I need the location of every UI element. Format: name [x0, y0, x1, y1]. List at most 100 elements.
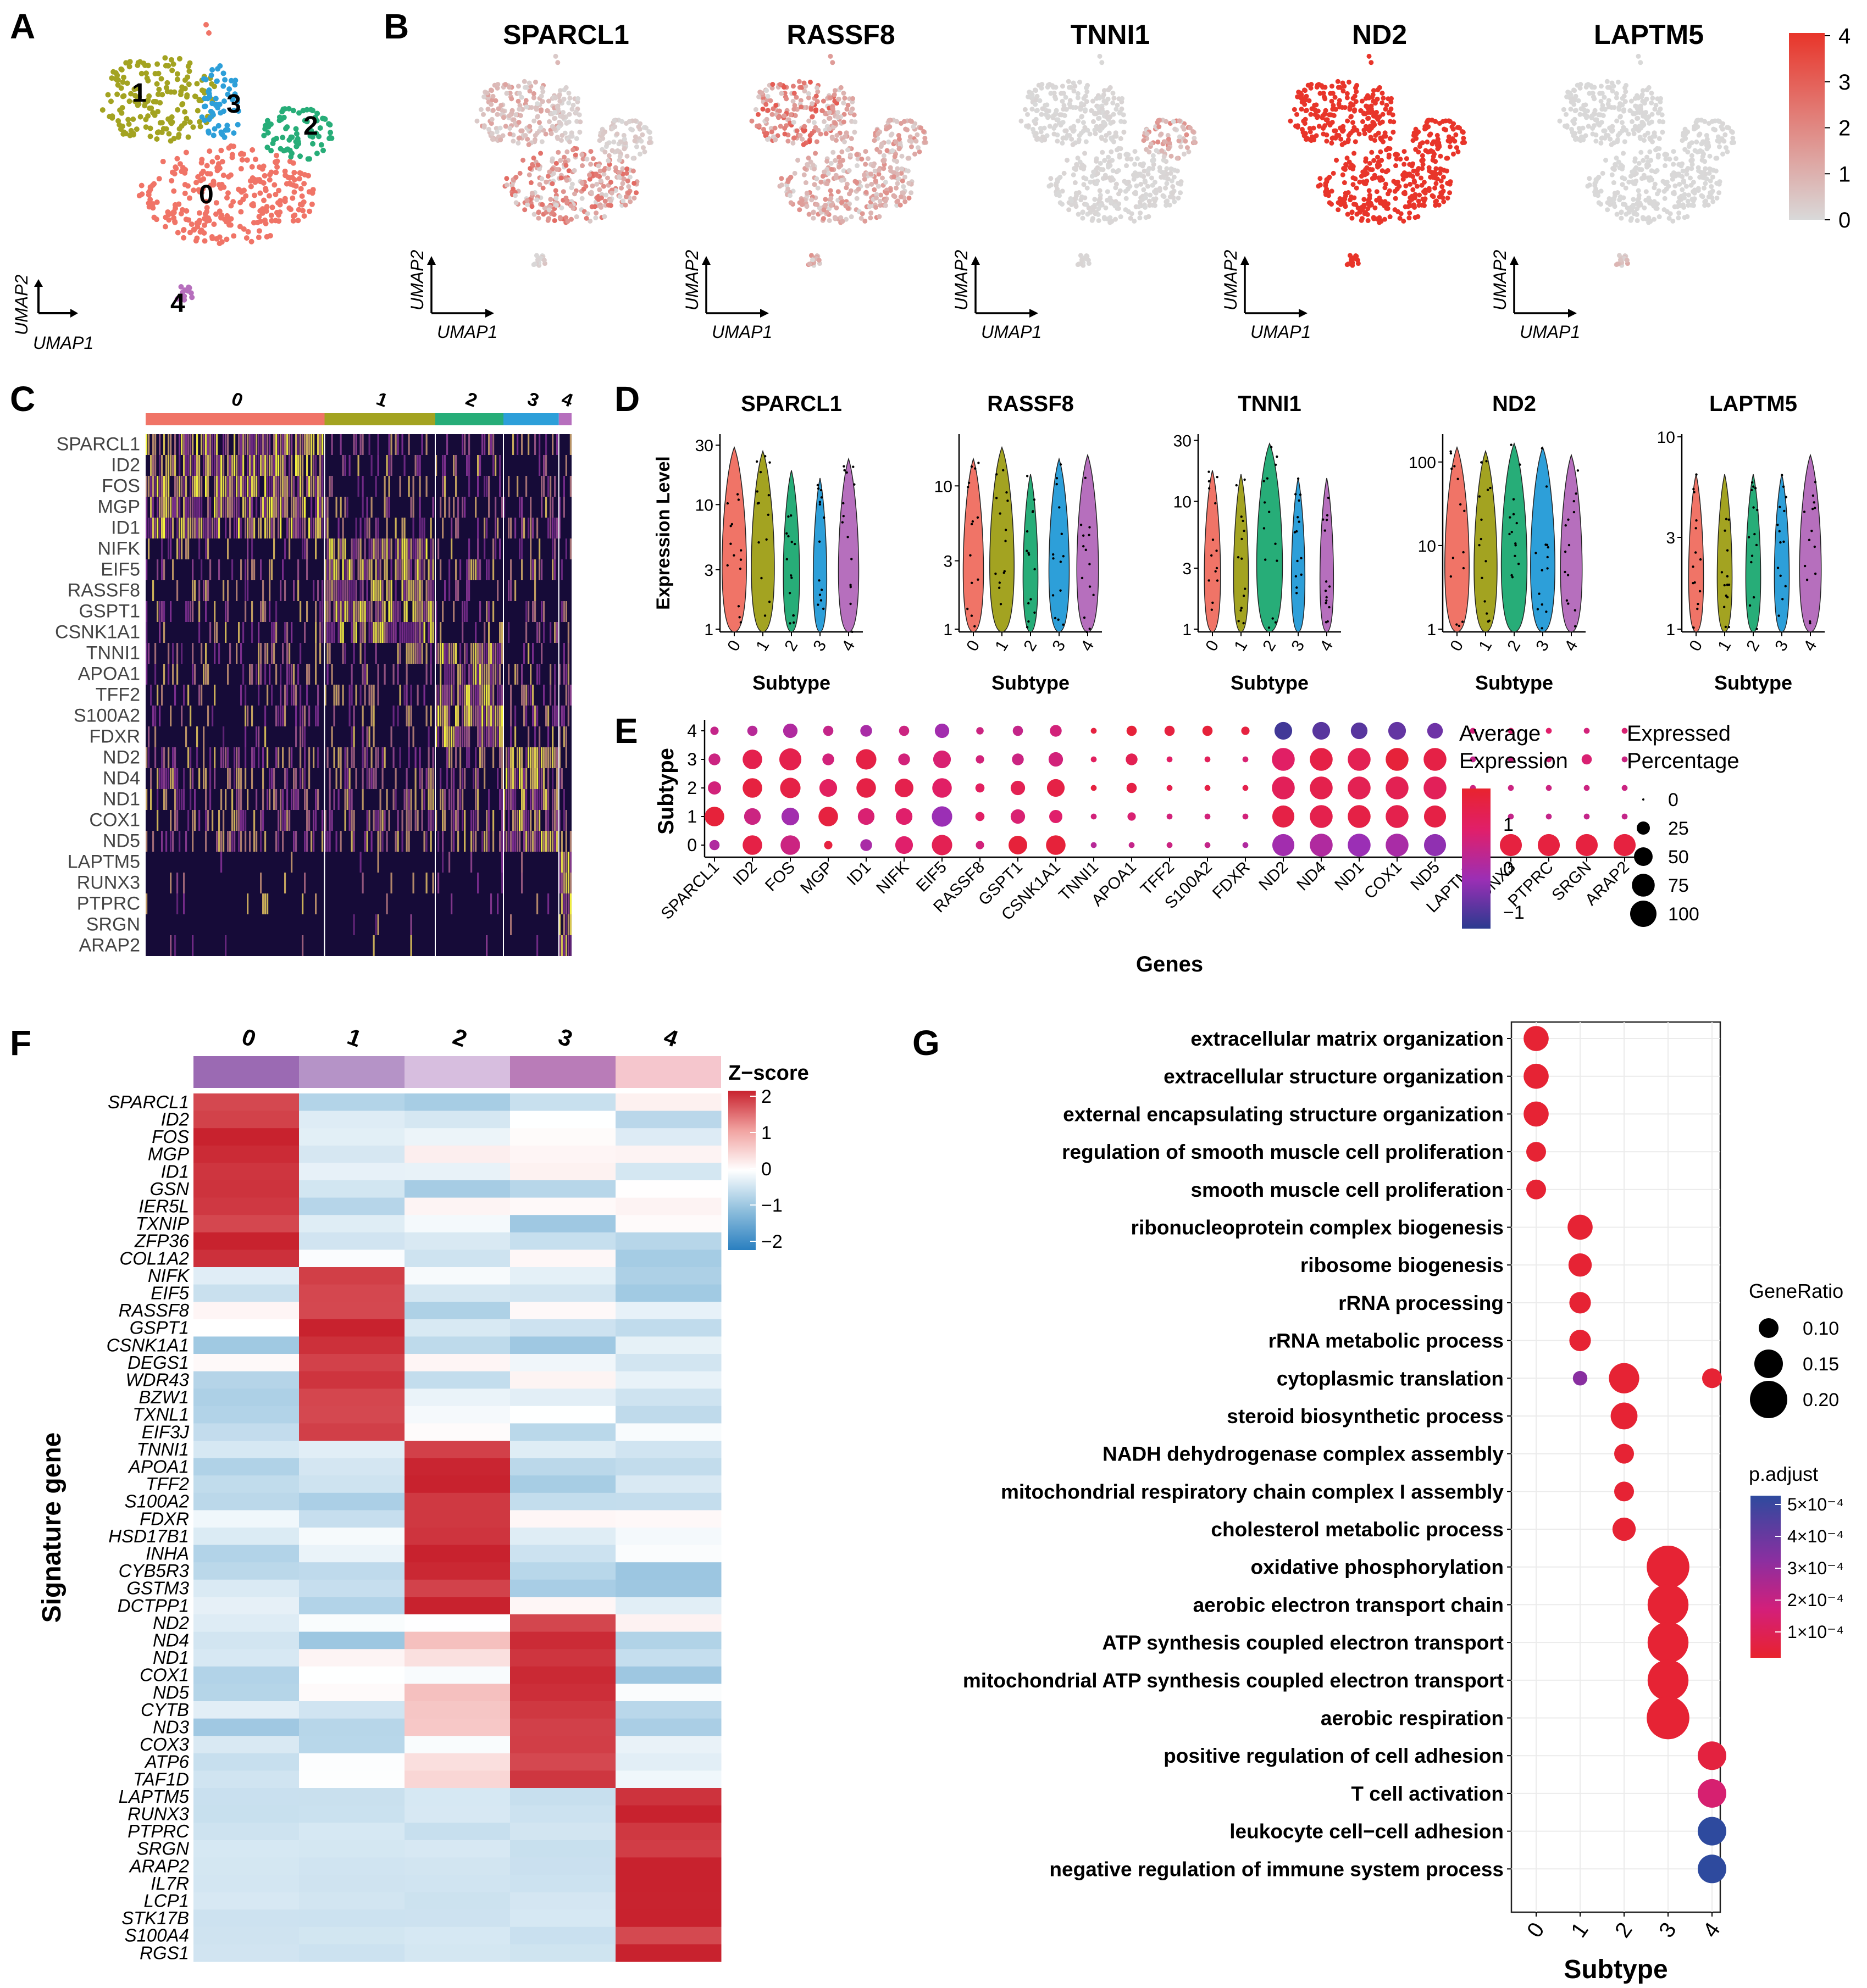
feature-point: [1134, 183, 1139, 188]
heatmap-cell: [410, 538, 412, 559]
umap-point: [234, 99, 240, 105]
feature-point: [1638, 60, 1643, 65]
cluster-bar-0: [146, 413, 325, 425]
heatmap-cell: [532, 706, 534, 726]
heatmap-cell: [302, 518, 304, 538]
feature-point: [518, 113, 523, 118]
umap-point: [164, 80, 170, 86]
umap-point: [185, 63, 191, 69]
feature-point: [1079, 257, 1084, 263]
feature-point: [1387, 214, 1393, 220]
heatmap-cell: [344, 580, 346, 601]
heatmap-cell: [249, 518, 251, 538]
heatmap-cell: [359, 601, 362, 622]
heatmap-cell: [377, 685, 379, 706]
heatmap-cell: [366, 601, 368, 622]
umap-point: [180, 290, 186, 296]
feature-point: [1181, 151, 1187, 157]
umap-point: [197, 119, 203, 125]
heatmap-cell: [168, 518, 170, 538]
heatmap-cell: [267, 434, 269, 455]
feature-point: [1359, 174, 1364, 179]
heatmap-cell: [554, 685, 556, 706]
feature-point: [1692, 190, 1697, 196]
heatmap-cell: [264, 726, 267, 747]
heatmap-row-label: FOS: [102, 476, 140, 497]
heatmap-cell: [453, 664, 455, 685]
heatmap-cell: [293, 518, 295, 538]
axis-arrowhead: [1029, 309, 1038, 318]
feature-point: [1303, 137, 1309, 142]
feature-point: [1568, 107, 1574, 112]
heatmap-cell: [148, 518, 150, 538]
feature-point: [1142, 178, 1148, 184]
feature-point: [525, 136, 530, 142]
heatmap-cell: [410, 706, 412, 726]
heatmap-cell: [152, 580, 154, 601]
cluster-label-3: 3: [226, 90, 241, 119]
heatmap-cell: [530, 518, 532, 538]
umap-point: [213, 211, 219, 217]
feature-point: [1117, 152, 1122, 158]
feature-point: [877, 214, 882, 219]
feature-point: [1171, 119, 1176, 124]
heatmap-cell: [430, 643, 432, 664]
heatmap-cell: [481, 664, 484, 685]
umap-point: [322, 116, 328, 122]
heatmap-cell: [390, 559, 392, 580]
feature-point: [810, 162, 816, 168]
feature-point: [1349, 210, 1355, 215]
heatmap-cell: [313, 476, 315, 497]
heatmap-cell: [161, 559, 163, 580]
heatmap-cell: [561, 601, 563, 622]
heatmap-cell: [425, 434, 428, 455]
feature-point: [1132, 149, 1138, 154]
feature-point: [873, 178, 878, 184]
feature-point: [1140, 163, 1145, 169]
heatmap-cell: [552, 538, 554, 559]
umap-point: [217, 63, 223, 69]
heatmap-cell: [453, 455, 455, 476]
feature-point: [1299, 107, 1304, 112]
heatmap-cell: [293, 685, 295, 706]
heatmap-cell: [190, 518, 192, 538]
umap-point: [305, 156, 311, 162]
feature-point: [1365, 218, 1371, 223]
feature-point: [1405, 204, 1411, 209]
feature-point: [820, 174, 826, 179]
heatmap-cell: [412, 538, 414, 559]
heatmap-cell: [563, 664, 565, 685]
feature-point: [1090, 119, 1096, 124]
feature-point: [1598, 140, 1604, 146]
heatmap-cell: [315, 622, 317, 643]
feature-point: [597, 168, 603, 174]
umap-point: [301, 181, 307, 187]
heatmap-cell: [408, 434, 410, 455]
heatmap-cell: [335, 685, 337, 706]
feature-point: [1308, 112, 1314, 117]
heatmap-cell: [353, 434, 355, 455]
feature-point: [1184, 132, 1189, 137]
heatmap-cell: [209, 434, 212, 455]
feature-point: [617, 194, 623, 199]
feature-point: [1641, 158, 1646, 163]
axis-arrowhead: [1299, 309, 1308, 318]
feature-title-LAPTM5: LAPTM5: [1594, 19, 1704, 50]
feature-point: [1714, 195, 1720, 201]
heatmap-cell: [448, 497, 451, 518]
feature-point: [846, 191, 852, 197]
umap-point: [143, 116, 149, 123]
panel-label-g: G: [912, 1023, 940, 1063]
heatmap-cell: [468, 538, 470, 559]
feature-point: [1343, 204, 1348, 209]
heatmap-cell: [326, 559, 329, 580]
feature-point: [791, 120, 796, 125]
heatmap-cell: [421, 622, 423, 643]
feature-point: [1092, 197, 1098, 202]
heatmap-cell: [245, 559, 247, 580]
feature-point: [584, 215, 589, 221]
heatmap-cell: [273, 622, 275, 643]
heatmap-cell: [453, 726, 455, 747]
heatmap-cell: [225, 497, 227, 518]
umap-point: [257, 190, 263, 196]
